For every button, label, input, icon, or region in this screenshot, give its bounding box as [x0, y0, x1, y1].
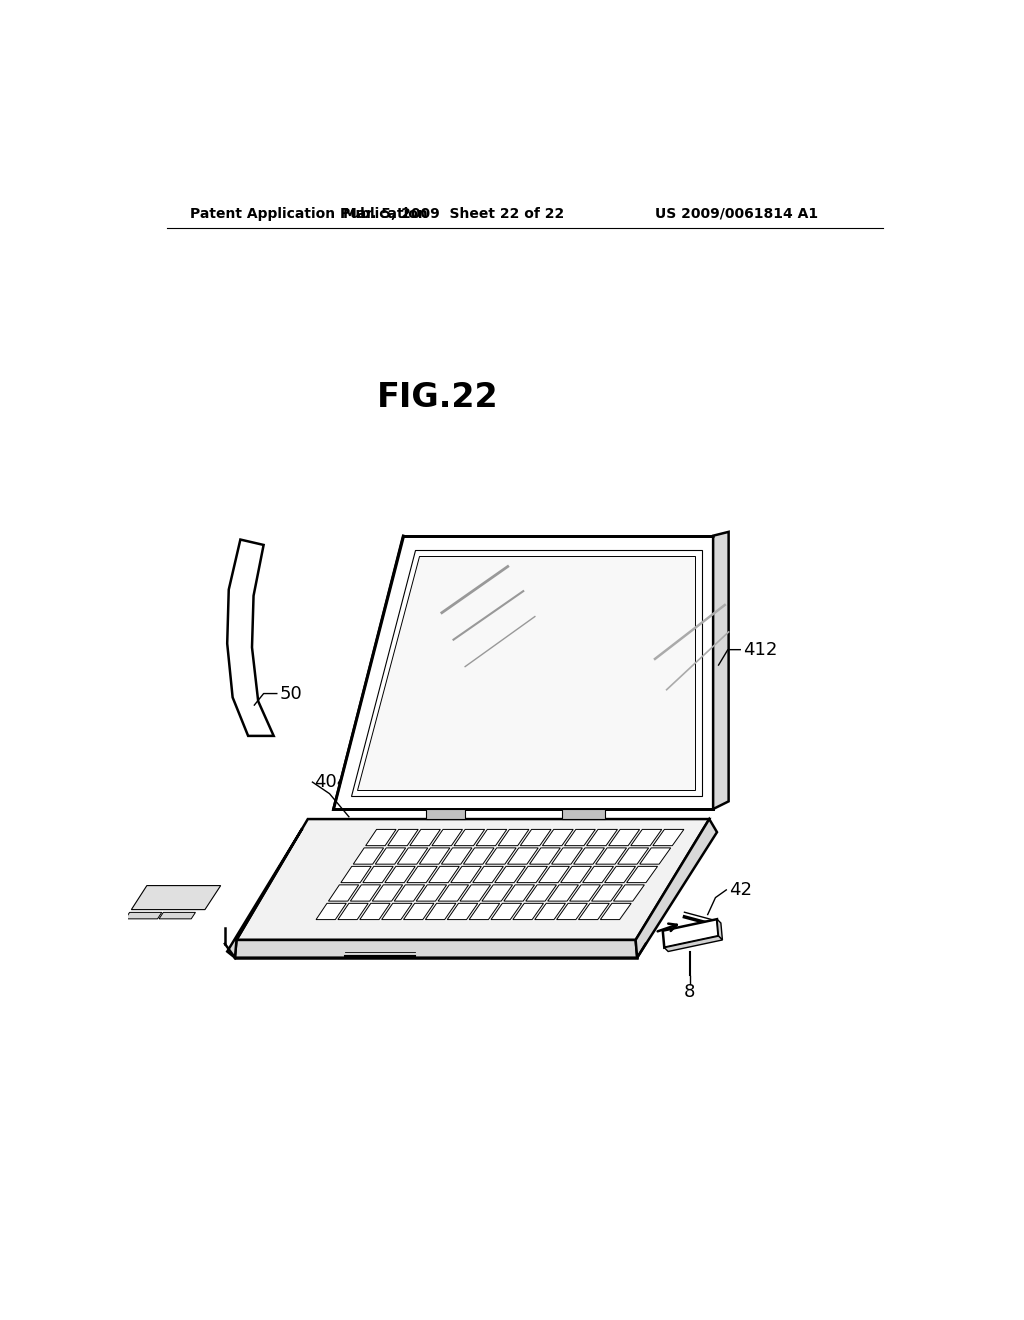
Polygon shape	[579, 903, 609, 920]
Polygon shape	[564, 829, 595, 846]
Polygon shape	[562, 809, 604, 818]
Polygon shape	[403, 903, 434, 920]
Polygon shape	[159, 912, 196, 919]
Polygon shape	[464, 847, 494, 865]
Polygon shape	[410, 829, 440, 846]
Polygon shape	[350, 884, 381, 902]
Polygon shape	[504, 884, 535, 902]
Polygon shape	[341, 866, 371, 883]
Polygon shape	[539, 866, 569, 883]
Polygon shape	[492, 903, 521, 920]
Polygon shape	[495, 866, 525, 883]
Polygon shape	[592, 884, 623, 902]
Polygon shape	[569, 884, 600, 902]
Polygon shape	[517, 866, 548, 883]
Polygon shape	[432, 829, 463, 846]
Polygon shape	[451, 866, 481, 883]
Polygon shape	[499, 829, 529, 846]
Polygon shape	[425, 903, 456, 920]
Polygon shape	[329, 884, 358, 902]
Polygon shape	[382, 903, 412, 920]
Polygon shape	[573, 847, 604, 865]
Polygon shape	[529, 847, 560, 865]
Polygon shape	[227, 540, 273, 737]
Polygon shape	[617, 847, 648, 865]
Polygon shape	[359, 903, 390, 920]
Polygon shape	[717, 919, 722, 940]
Polygon shape	[388, 829, 418, 846]
Polygon shape	[376, 847, 406, 865]
Polygon shape	[627, 866, 657, 883]
Polygon shape	[385, 866, 415, 883]
Polygon shape	[356, 556, 695, 789]
Polygon shape	[469, 903, 500, 920]
Polygon shape	[513, 903, 544, 920]
Polygon shape	[557, 903, 588, 920]
Polygon shape	[473, 866, 504, 883]
Polygon shape	[552, 847, 583, 865]
Polygon shape	[416, 884, 446, 902]
Polygon shape	[604, 866, 636, 883]
Polygon shape	[543, 829, 573, 846]
Polygon shape	[596, 847, 627, 865]
Polygon shape	[441, 847, 472, 865]
Polygon shape	[665, 936, 722, 952]
Polygon shape	[608, 829, 640, 846]
Polygon shape	[429, 866, 460, 883]
Polygon shape	[334, 536, 713, 809]
Polygon shape	[663, 919, 719, 948]
Polygon shape	[653, 829, 684, 846]
Polygon shape	[316, 903, 346, 920]
Polygon shape	[713, 532, 729, 809]
Polygon shape	[397, 847, 428, 865]
Polygon shape	[508, 847, 539, 865]
Polygon shape	[394, 884, 425, 902]
Polygon shape	[548, 884, 579, 902]
Polygon shape	[476, 829, 507, 846]
Text: Mar. 5, 2009  Sheet 22 of 22: Mar. 5, 2009 Sheet 22 of 22	[343, 207, 564, 220]
Polygon shape	[583, 866, 613, 883]
Text: Patent Application Publication: Patent Application Publication	[190, 207, 428, 220]
Polygon shape	[600, 903, 631, 920]
Polygon shape	[362, 866, 393, 883]
Polygon shape	[520, 829, 551, 846]
Polygon shape	[613, 884, 644, 902]
Polygon shape	[125, 912, 162, 919]
Polygon shape	[366, 829, 396, 846]
Polygon shape	[131, 886, 221, 909]
Polygon shape	[587, 829, 617, 846]
Polygon shape	[237, 818, 710, 940]
Text: FIG.22: FIG.22	[377, 380, 499, 413]
Polygon shape	[485, 847, 516, 865]
Polygon shape	[525, 884, 556, 902]
Polygon shape	[426, 809, 465, 818]
Polygon shape	[460, 884, 490, 902]
Polygon shape	[482, 884, 513, 902]
Polygon shape	[535, 903, 565, 920]
Polygon shape	[438, 884, 469, 902]
Polygon shape	[227, 829, 302, 958]
Polygon shape	[234, 940, 637, 958]
Polygon shape	[420, 847, 450, 865]
Polygon shape	[407, 866, 437, 883]
Text: 404: 404	[314, 774, 348, 791]
Text: US 2009/0061814 A1: US 2009/0061814 A1	[655, 207, 818, 220]
Polygon shape	[353, 847, 384, 865]
Text: 8: 8	[684, 982, 695, 1001]
Polygon shape	[640, 847, 671, 865]
Text: 50: 50	[280, 685, 302, 702]
Polygon shape	[338, 903, 369, 920]
Polygon shape	[454, 829, 484, 846]
Polygon shape	[631, 829, 662, 846]
Polygon shape	[447, 903, 478, 920]
Polygon shape	[636, 818, 717, 958]
Text: 42: 42	[729, 880, 752, 899]
Text: 412: 412	[742, 640, 777, 659]
Polygon shape	[561, 866, 592, 883]
Polygon shape	[351, 549, 701, 796]
Polygon shape	[373, 884, 402, 902]
